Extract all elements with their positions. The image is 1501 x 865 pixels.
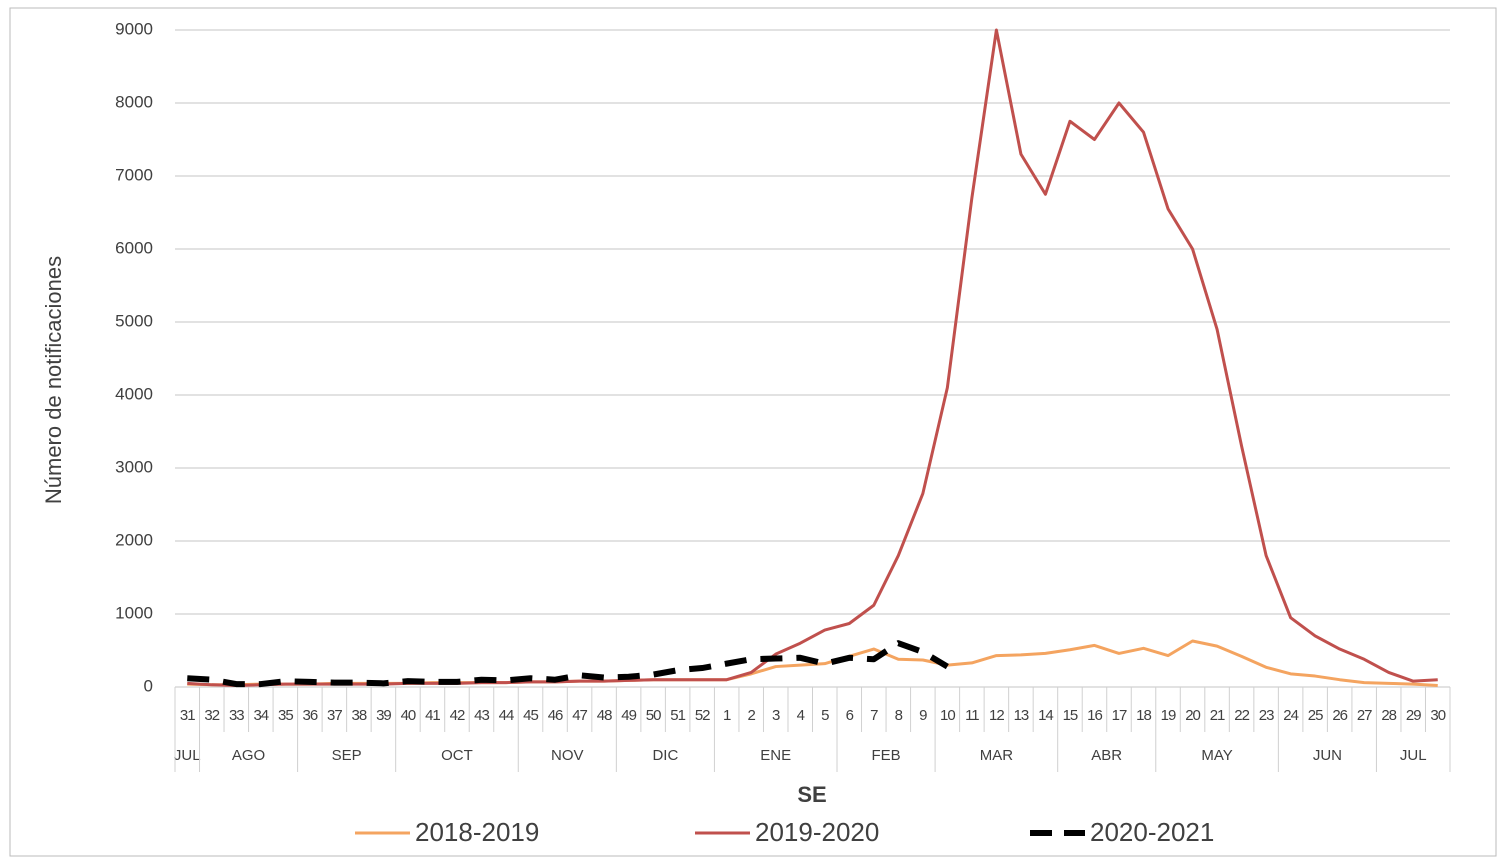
x-tick-label: 24: [1283, 707, 1298, 724]
x-axis-label: SE: [797, 782, 826, 807]
series-line: [187, 640, 949, 688]
x-tick-label: 13: [1014, 707, 1029, 724]
x-tick-label: 44: [499, 707, 514, 724]
x-tick-label: 48: [597, 707, 612, 724]
month-label: JUN: [1313, 747, 1342, 764]
x-tick-label: 14: [1038, 707, 1053, 724]
y-tick-label: 1000: [115, 603, 153, 622]
x-tick-label: 18: [1136, 707, 1151, 724]
y-tick-label: 5000: [115, 311, 153, 330]
x-tick-label: 9: [919, 707, 927, 724]
x-tick-label: 40: [401, 707, 416, 724]
x-tick-label: 23: [1259, 707, 1274, 724]
x-tick-label: 4: [797, 707, 805, 724]
y-axis-label: Número de notificaciones: [41, 256, 66, 504]
x-tick-label: 5: [821, 707, 829, 724]
x-tick-label: 12: [989, 707, 1004, 724]
x-tick-label: 8: [895, 707, 903, 724]
y-tick-label: 0: [144, 676, 153, 695]
x-tick-label: 32: [204, 707, 219, 724]
x-tick-label: 37: [327, 707, 342, 724]
x-tick-label: 10: [940, 707, 955, 724]
x-tick-label: 19: [1161, 707, 1176, 724]
x-tick-label: 15: [1063, 707, 1078, 724]
x-tick-label: 30: [1430, 707, 1445, 724]
x-tick-label: 33: [229, 707, 244, 724]
x-tick-label: 27: [1357, 707, 1372, 724]
x-tick-label: 43: [474, 707, 489, 724]
month-label: DIC: [652, 747, 678, 764]
x-tick-label: 39: [376, 707, 391, 724]
x-tick-label: 49: [621, 707, 636, 724]
x-tick-label: 38: [352, 707, 367, 724]
series-line: [187, 28, 1438, 688]
x-tick-label: 45: [523, 707, 538, 724]
month-label: SEP: [332, 747, 362, 764]
month-label: MAR: [980, 747, 1014, 764]
month-label: FEB: [871, 747, 900, 764]
x-tick-label: 31: [180, 707, 195, 724]
month-label: AGO: [232, 747, 265, 764]
y-tick-label: 6000: [115, 238, 153, 257]
y-tick-label: 8000: [115, 92, 153, 111]
x-tick-label: 25: [1308, 707, 1323, 724]
frame: [9, 7, 1497, 857]
legend-label: 2020-2021: [1090, 817, 1214, 847]
x-tick-label: 29: [1406, 707, 1421, 724]
x-tick-label: 3: [772, 707, 780, 724]
x-tick-label: 35: [278, 707, 293, 724]
x-tick-label: 46: [548, 707, 563, 724]
x-tick-label: 22: [1234, 707, 1249, 724]
x-tick-label: 2: [748, 707, 756, 724]
x-tick-label: 20: [1185, 707, 1200, 724]
x-tick-label: 50: [646, 707, 661, 724]
y-tick-label: 4000: [115, 384, 153, 403]
x-tick-label: 51: [670, 707, 685, 724]
month-label: NOV: [551, 747, 584, 764]
y-tick-label: 9000: [115, 19, 153, 38]
x-tick-label: 26: [1332, 707, 1347, 724]
x-tick-label: 36: [303, 707, 318, 724]
month-label: JUL: [174, 747, 201, 764]
month-label: OCT: [441, 747, 473, 764]
x-tick-label: 42: [450, 707, 465, 724]
x-tick-label: 21: [1210, 707, 1225, 724]
x-tick-label: 17: [1112, 707, 1127, 724]
y-tick-label: 2000: [115, 530, 153, 549]
month-label: MAY: [1201, 747, 1232, 764]
month-label: ABR: [1091, 747, 1122, 764]
month-label: JUL: [1400, 747, 1427, 764]
x-tick-label: 11: [965, 707, 979, 724]
legend-label: 2019-2020: [755, 817, 879, 847]
x-tick-label: 34: [253, 707, 268, 724]
legend-label: 2018-2019: [415, 817, 539, 847]
month-label: ENE: [760, 747, 791, 764]
x-tick-label: 28: [1381, 707, 1396, 724]
x-tick-label: 52: [695, 707, 710, 724]
y-tick-label: 3000: [115, 457, 153, 476]
x-tick-label: 7: [870, 707, 878, 724]
x-tick-label: 6: [846, 707, 854, 724]
x-tick-label: 41: [425, 707, 440, 724]
x-tick-label: 16: [1087, 707, 1102, 724]
x-tick-label: 1: [723, 707, 731, 724]
y-tick-label: 7000: [115, 165, 153, 184]
x-tick-label: 47: [572, 707, 587, 724]
